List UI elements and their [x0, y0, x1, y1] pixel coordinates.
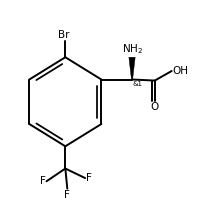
- Text: F: F: [64, 190, 70, 200]
- Text: O: O: [151, 102, 159, 112]
- Polygon shape: [129, 57, 135, 80]
- Text: Br: Br: [58, 31, 69, 40]
- Text: NH$_2$: NH$_2$: [122, 42, 144, 56]
- Text: OH: OH: [172, 66, 188, 76]
- Text: &1: &1: [133, 81, 143, 86]
- Text: F: F: [40, 176, 46, 186]
- Text: F: F: [86, 173, 92, 183]
